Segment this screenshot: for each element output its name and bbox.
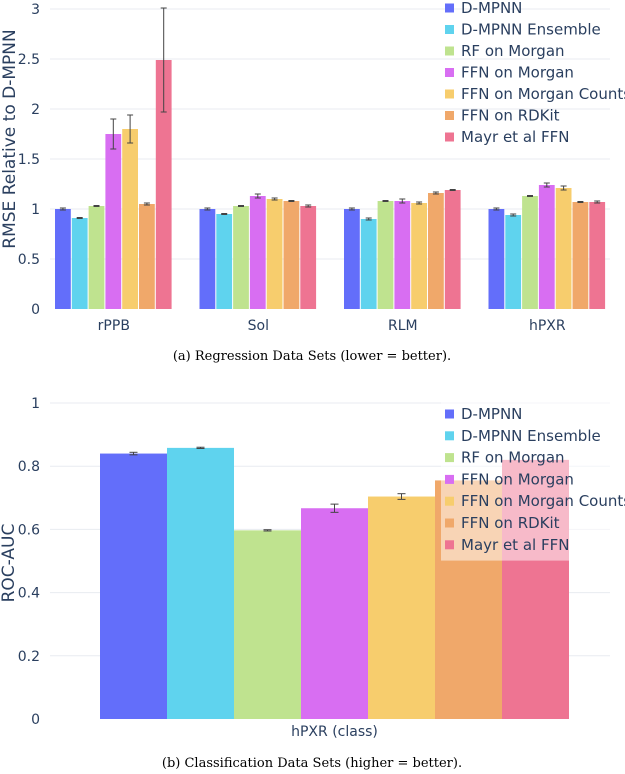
chart1-bar	[283, 201, 300, 309]
chart1-ytick-label: 1	[31, 202, 40, 218]
chart2-bar	[167, 447, 234, 719]
chart1-category-label: rPPB	[98, 318, 130, 334]
chart1-legend-swatch	[445, 132, 454, 142]
chart2-legend-swatch	[445, 496, 454, 506]
chart2-ytick-label: 1	[31, 396, 40, 412]
chart1-legend-swatch	[445, 111, 454, 120]
chart1-bar	[394, 201, 411, 309]
chart1-bar	[538, 185, 555, 309]
chart1-bar	[488, 209, 505, 309]
chart2-ytick-label: 0.6	[18, 522, 40, 538]
chart1-bar	[266, 199, 283, 309]
chart1-bar	[199, 209, 216, 309]
chart2-legend-swatch	[445, 409, 454, 419]
chart2-bar	[234, 530, 301, 719]
chart1-ytick-label: 0.5	[18, 252, 40, 268]
chart1-bar	[555, 188, 572, 309]
chart2-legend-label: FFN on Morgan Counts	[461, 492, 625, 510]
chart2-legend-label: D-MPNN	[461, 405, 522, 423]
chart1-ytick-label: 3	[31, 2, 40, 18]
chart1-bar	[88, 206, 105, 309]
chart2-bar	[301, 508, 368, 719]
chart2-legend-swatch	[445, 474, 454, 484]
chart1-bar	[377, 201, 394, 309]
chart2-legend-swatch	[445, 453, 454, 463]
chart1-legend-swatch	[445, 89, 454, 99]
chart1-ytick-label: 1.5	[18, 152, 40, 168]
chart1-bar	[344, 209, 360, 309]
chart1-category-label: RLM	[388, 318, 418, 334]
chart1-bar	[105, 134, 122, 309]
chart2-bar	[100, 453, 167, 719]
chart1-legend-swatch	[445, 46, 454, 56]
chart2-legend-label: RF on Morgan	[461, 449, 565, 467]
chart1-bar	[249, 196, 266, 309]
chart1-bar	[55, 209, 71, 309]
chart1-bar	[233, 206, 249, 309]
chart1-legend-label: FFN on Morgan	[461, 64, 574, 82]
chart1-legend-swatch	[445, 68, 454, 77]
chart2-category-label: hPXR (class)	[291, 724, 378, 740]
chart1-bar	[155, 60, 172, 309]
chart1-bar	[572, 202, 589, 309]
chart1-bar	[122, 129, 138, 309]
chart1-legend-swatch	[445, 3, 454, 13]
chart1-bar	[71, 218, 88, 309]
chart1-legend-label: Mayr et al FFN	[461, 128, 569, 146]
chart1-category-label: Sol	[248, 318, 269, 334]
chart2-bar	[368, 496, 435, 719]
chart2-legend-background	[441, 402, 613, 561]
chart1-bar	[411, 203, 427, 309]
chart1-ytick-label: 2.5	[18, 52, 40, 68]
chart1-ytick-label: 2	[31, 102, 40, 118]
chart1-bar	[300, 206, 317, 309]
chart1-bar	[444, 190, 461, 309]
chart2-legend-label: Mayr et al FFN	[461, 536, 569, 554]
chart1-legend-label: FFN on RDKit	[461, 107, 560, 125]
chart1-legend-label: D-MPNN Ensemble	[461, 21, 601, 39]
chart2-caption: (b) Classification Data Sets (higher = b…	[162, 756, 462, 771]
chart2-legend-label: D-MPNN Ensemble	[461, 427, 601, 445]
chart1-bar	[522, 196, 538, 309]
chart1-bar	[505, 215, 522, 309]
chart2-ytick-label: 0.2	[18, 649, 40, 665]
chart2-ytick-label: 0.8	[18, 459, 40, 475]
chart1-bar	[428, 193, 444, 309]
chart1-ytick-label: 0	[31, 302, 40, 318]
chart2-legend-label: FFN on Morgan	[461, 470, 574, 488]
chart2-y-axis-title: ROC-AUC	[0, 524, 19, 603]
chart1-legend-label: RF on Morgan	[461, 42, 565, 60]
chart2-legend-swatch	[445, 540, 454, 550]
chart2-legend-swatch	[445, 518, 454, 528]
chart1-legend-label: FFN on Morgan Counts	[461, 85, 625, 103]
chart1-bar	[139, 204, 155, 309]
chart2-ytick-label: 0.4	[18, 586, 40, 602]
chart2-ytick-label: 0	[31, 712, 40, 728]
chart1-y-axis-title: RMSE Relative to D-MPNN	[0, 29, 20, 248]
chart1-bar	[216, 214, 233, 309]
chart2-legend-label: FFN on RDKit	[461, 514, 560, 532]
chart1-legend-label: D-MPNN	[461, 0, 522, 17]
chart1-bar	[360, 219, 377, 309]
chart1-category-label: hPXR	[529, 318, 566, 334]
chart1-bar	[589, 202, 606, 309]
chart2-legend-swatch	[445, 431, 454, 441]
chart1-caption: (a) Regression Data Sets (lower = better…	[173, 349, 451, 364]
chart1-legend-swatch	[445, 25, 454, 34]
